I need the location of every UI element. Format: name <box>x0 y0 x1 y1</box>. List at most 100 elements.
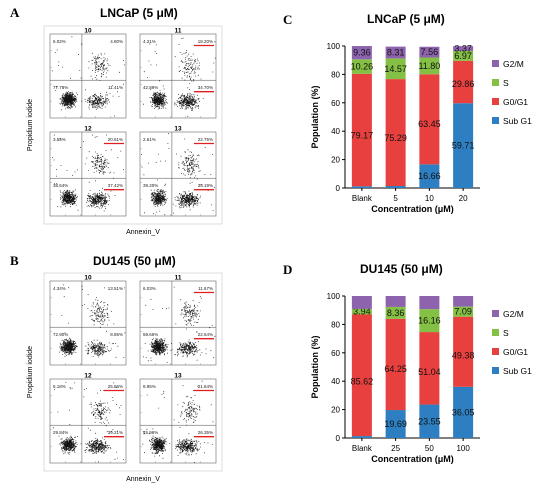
quadrant-percent-ll: 42.89% <box>143 85 158 90</box>
x-tick-label: 10 <box>425 194 434 203</box>
panel-letter-a: A <box>10 5 20 20</box>
quadrant-percent-lr: 26.35% <box>198 430 213 435</box>
dot-plot-frame <box>139 33 217 119</box>
quadrant-percent-ll: 59.66% <box>143 332 158 337</box>
dot-plot-label: 12 <box>84 373 92 380</box>
quadrant-percent-ll: 45.96% <box>143 430 158 435</box>
x-tick-label: 5 <box>393 194 398 203</box>
data-label: 75.29 <box>384 133 407 143</box>
data-label: 8.36 <box>387 308 405 318</box>
dot-plot-frame <box>49 33 127 119</box>
legend-entry: G2/M <box>503 309 524 319</box>
y-tick-label: 100 <box>327 292 341 301</box>
event-dots <box>141 133 215 216</box>
event-dots <box>53 382 124 463</box>
flow-cytometry-panel-b: Propidium iodide Annexin_V 10 4.34% 13.51% 72… <box>27 272 223 483</box>
y-tick-label: 20 <box>331 156 340 165</box>
quadrant-percent-lr: 11.41% <box>108 85 123 90</box>
bar-segment-g2-m <box>453 46 474 51</box>
quadrant-percent-ul: 4.34% <box>53 286 66 291</box>
x-tick-label: 100 <box>456 444 470 453</box>
bar-segment-sub-g1 <box>453 103 474 188</box>
bar-segment-s <box>351 308 372 315</box>
x-tick-label: Blank <box>352 194 373 203</box>
dot-plot: 13 2.61% 22.75% 39.20% 35.19% <box>139 126 217 217</box>
event-dots <box>142 380 214 463</box>
legend-entry: S <box>503 328 509 338</box>
bar-segment-s <box>385 306 406 319</box>
y-tick-label: 60 <box>331 349 340 358</box>
y-tick-label: 60 <box>331 99 340 108</box>
data-label: 85.62 <box>351 376 374 386</box>
bar-segment-g0-g1 <box>453 316 474 387</box>
data-label: 63.45 <box>418 119 441 129</box>
data-label: 23.55 <box>418 416 441 426</box>
legend-swatch <box>492 367 499 374</box>
bar-segment-g2-m <box>453 296 474 307</box>
quadrant-percent-ul: 5.18% <box>53 384 66 389</box>
event-dots <box>52 134 124 212</box>
flow-y-axis-label: Propidium iodide <box>27 99 34 151</box>
quadrant-percent-ur: 4.80% <box>110 39 123 44</box>
quadrant-percent-ul: 6.02% <box>53 39 66 44</box>
y-tick-label: 20 <box>331 406 340 415</box>
dot-plot-frame <box>49 131 127 217</box>
event-dots <box>143 37 216 117</box>
panel-title-d: DU145 (50 μM) <box>360 262 443 276</box>
bar-segment-g0-g1 <box>419 74 440 165</box>
legend-swatch <box>492 79 499 86</box>
quadrant-percent-ul: 6.03% <box>143 286 156 291</box>
y-tick-label: 100 <box>327 42 341 51</box>
data-label: 16.66 <box>418 171 441 181</box>
quadrant-percent-ul: 8.95% <box>143 384 156 389</box>
dot-plot: 11 4.21% 18.20% 42.89% 34.70% <box>139 28 217 119</box>
flow-x-axis-label: Annexin_V <box>126 476 160 483</box>
data-label: 79.17 <box>351 131 374 141</box>
y-tick-label: 0 <box>336 184 341 193</box>
flow-cytometry-panel-a: Propidium iodide Annexin_V 10 6.02% 4.80% 77.… <box>27 25 223 236</box>
bar-segment-s <box>453 306 474 317</box>
bar-segment-g0-g1 <box>351 314 372 437</box>
legend-entry: Sub G1 <box>503 116 532 126</box>
legend-entry: S <box>503 78 509 88</box>
dot-plot-label: 11 <box>175 28 182 35</box>
dot-plot-label: 12 <box>84 126 92 133</box>
bar-segment-sub-g1 <box>419 404 440 438</box>
flow-grid-frame <box>43 272 223 472</box>
bar-segment-sub-g1 <box>419 164 440 188</box>
flow-y-axis-label: Propidium iodide <box>27 346 34 398</box>
data-label: 64.25 <box>384 364 407 374</box>
x-tick-label: 25 <box>391 444 400 453</box>
data-label: 9.36 <box>353 48 371 58</box>
data-label: 3.37 <box>454 44 472 54</box>
legend-entry: Sub G1 <box>503 366 532 376</box>
quadrant-percent-ll: 38.64% <box>53 183 68 188</box>
quadrant-percent-lr: 8.85% <box>110 332 123 337</box>
data-label: 7.56 <box>421 47 439 57</box>
y-tick-label: 40 <box>331 377 340 386</box>
bar-segment-s <box>351 59 372 74</box>
bar-segment-g0-g1 <box>453 60 474 104</box>
quadrant-percent-ll: 29.84% <box>53 430 68 435</box>
bar-segment-g2-m <box>385 296 406 307</box>
x-tick-label: 50 <box>425 444 434 453</box>
dot-plot: 11 6.03% 11.67% 59.66% 22.64% <box>139 275 217 366</box>
data-label: 51.04 <box>418 367 441 377</box>
quadrant-percent-ur: 22.75% <box>198 137 213 142</box>
data-label: 7.09 <box>454 307 472 317</box>
dot-plot-label: 13 <box>174 373 182 380</box>
dot-plot-frame <box>139 378 217 464</box>
bar-segment-g0-g1 <box>385 318 406 411</box>
quadrant-percent-ll: 72.90% <box>53 332 68 337</box>
data-label: 3.94 <box>353 307 371 317</box>
bar-segment-sub-g1 <box>351 186 372 188</box>
data-label: 8.31 <box>387 48 405 58</box>
quadrant-percent-lr: 34.70% <box>198 85 213 90</box>
data-label: 49.38 <box>452 350 475 360</box>
bar-segment-g2-m <box>351 296 372 309</box>
quadrant-percent-ur: 18.20% <box>198 39 213 44</box>
dot-plot-label: 10 <box>84 275 92 282</box>
legend-swatch <box>492 98 499 105</box>
bar-segment-sub-g1 <box>385 410 406 438</box>
